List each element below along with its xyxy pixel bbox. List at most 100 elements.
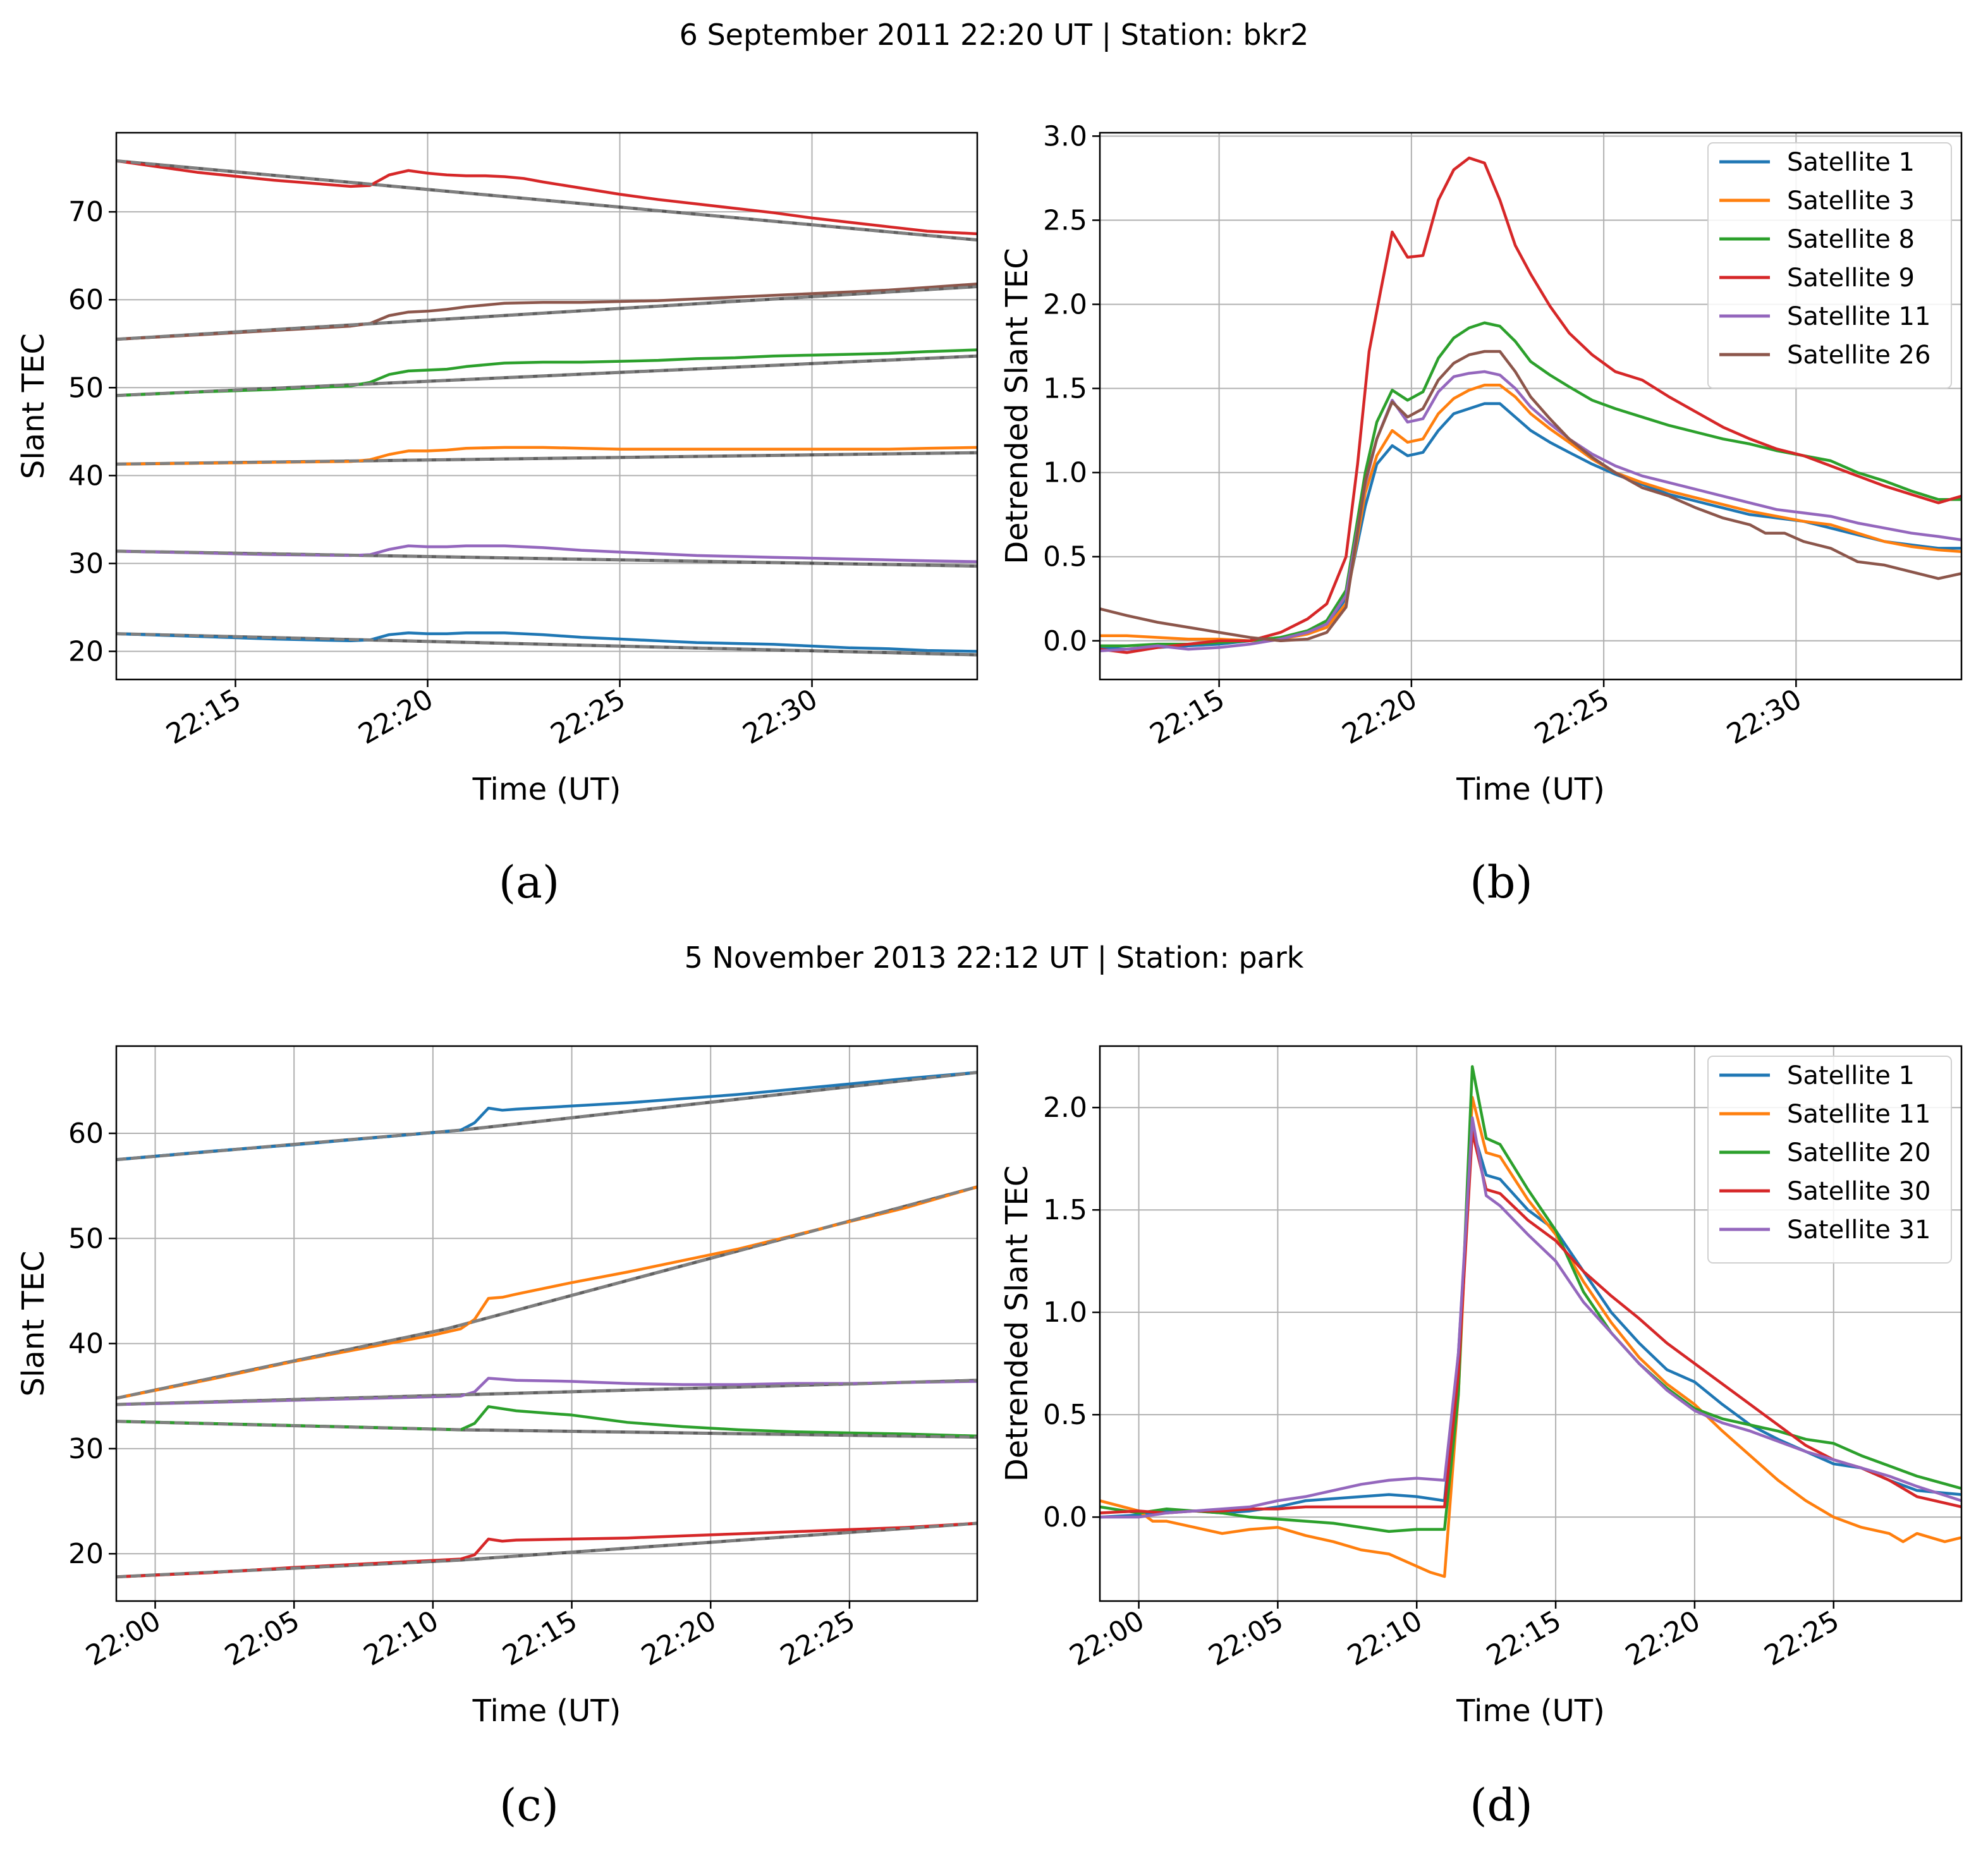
panel-label-a: (a) — [498, 856, 560, 908]
panel-label-c: (c) — [499, 1779, 559, 1831]
x-tick-label: 22:25 — [1759, 1604, 1845, 1672]
x-axis-label: Time (UT) — [1456, 772, 1605, 807]
legend-label: Satellite 8 — [1787, 225, 1915, 254]
plot-frame — [1099, 1045, 1963, 1602]
y-tick-label: 60 — [68, 284, 104, 316]
trend-line-satellite-1 — [116, 1071, 977, 1161]
y-axis-label: Detrended Slant TEC — [999, 1166, 1035, 1482]
series-line-satellite-9 — [1100, 156, 1961, 654]
legend-label: Satellite 11 — [1787, 302, 1930, 331]
x-tick-label: 22:15 — [1481, 1604, 1566, 1672]
plot-frame — [1099, 131, 1963, 681]
series-line-satellite-3 — [1100, 383, 1961, 643]
x-tick-label: 22:05 — [219, 1604, 305, 1672]
x-tick-label: 22:25 — [775, 1604, 860, 1672]
y-tick-label: 0.5 — [1043, 541, 1087, 573]
trend-line-satellite-1 — [116, 632, 977, 657]
legend-label: Satellite 3 — [1787, 186, 1915, 216]
x-axis-label: Time (UT) — [472, 772, 621, 807]
legend-label: Satellite 31 — [1787, 1215, 1930, 1245]
x-tick-label: 22:05 — [1204, 1604, 1289, 1672]
legend-label: Satellite 30 — [1787, 1177, 1930, 1206]
y-tick-label: 40 — [68, 1328, 104, 1360]
y-tick-label: 2.0 — [1043, 288, 1087, 320]
series-line-satellite-11 — [1100, 1095, 1961, 1578]
series-group — [116, 159, 977, 657]
series-line-satellite-26 — [1100, 350, 1961, 643]
x-tick-label: 22:25 — [546, 683, 631, 751]
x-tick-label: 22:15 — [161, 683, 247, 751]
series-group — [1100, 156, 1961, 654]
legend-label: Satellite 20 — [1787, 1138, 1930, 1167]
trend-line-satellite-3 — [116, 451, 977, 466]
trend-line-satellite-30 — [116, 1521, 977, 1579]
series-line-satellite-30 — [1100, 1130, 1961, 1514]
chart-b-group: 22:15 22:20 22:25 22:30 0.0 0.5 1.0 1.5 2.0 2.5 3.… — [999, 120, 1963, 807]
y-tick-label: 70 — [68, 196, 104, 228]
x-tick-label: 22:15 — [497, 1604, 583, 1672]
y-tick-label: 30 — [68, 1433, 104, 1465]
y-tick-label: 2.0 — [1043, 1092, 1087, 1124]
chart-c-group: 22:00 22:05 22:10 22:15 22:20 22:25 20 30 40 50 60… — [16, 1045, 979, 1729]
trend-line-satellite-8 — [116, 354, 977, 398]
x-tick-label: 22:20 — [1337, 683, 1422, 751]
y-tick-label: 0.5 — [1043, 1399, 1087, 1431]
legend-box — [1707, 1056, 1952, 1264]
y-tick-label: 2.5 — [1043, 204, 1087, 236]
y-tick-label: 0.0 — [1043, 625, 1087, 657]
legend-label: Satellite 26 — [1787, 341, 1930, 370]
x-tick-label: 22:25 — [1529, 683, 1614, 751]
top-figure-title: 6 September 2011 22:20 UT | Station: bkr… — [679, 18, 1309, 52]
y-axis-label: Slant TEC — [16, 333, 51, 479]
y-tick-label: 1.0 — [1043, 1296, 1087, 1329]
x-axis-label: Time (UT) — [1456, 1693, 1605, 1729]
chart-d-group: 22:00 22:05 22:10 22:15 22:20 22:25 0.0 0.5 1.0 1… — [999, 1045, 1963, 1729]
x-tick-label: 22:20 — [1620, 1604, 1705, 1672]
plot-frame — [115, 1045, 979, 1602]
series-line-satellite-11 — [1100, 370, 1961, 652]
legend-label: Satellite 1 — [1787, 148, 1915, 177]
y-tick-label: 3.0 — [1043, 120, 1087, 152]
y-tick-label: 1.0 — [1043, 457, 1087, 489]
trend-line-satellite-31 — [116, 1379, 977, 1406]
y-tick-label: 50 — [68, 1222, 104, 1255]
y-tick-label: 0.0 — [1043, 1501, 1087, 1533]
legend-label: Satellite 1 — [1787, 1061, 1915, 1090]
trend-line-satellite-11 — [116, 549, 977, 568]
y-tick-label: 30 — [68, 547, 104, 580]
panel-label-d: (d) — [1470, 1779, 1533, 1831]
y-tick-label: 40 — [68, 460, 104, 492]
trend-line-satellite-26 — [116, 285, 977, 341]
trend-line-satellite-11 — [116, 1185, 977, 1400]
series-line-satellite-20 — [1100, 1065, 1961, 1533]
plot-frame — [115, 131, 979, 681]
bottom-figure-title: 5 November 2013 22:12 UT | Station: park — [684, 941, 1304, 975]
y-tick-label: 20 — [68, 1538, 104, 1570]
legend: Satellite 1 Satellite 11 Satellite 20 Satel… — [1707, 1056, 1952, 1264]
x-tick-label: 22:20 — [636, 1604, 721, 1672]
legend-label: Satellite 11 — [1787, 1100, 1930, 1129]
y-tick-label: 60 — [68, 1118, 104, 1150]
y-axis-label: Slant TEC — [16, 1251, 51, 1397]
trend-line-satellite-20 — [116, 1420, 977, 1439]
trend-underlay-satellite-11 — [116, 1185, 977, 1400]
legend-label: Satellite 9 — [1787, 264, 1915, 293]
x-axis-label: Time (UT) — [472, 1693, 621, 1729]
y-tick-label: 50 — [68, 372, 104, 404]
series-group — [1100, 1065, 1961, 1578]
x-tick-label: 22:15 — [1145, 683, 1230, 751]
y-tick-label: 1.5 — [1043, 1194, 1087, 1226]
trend-line-satellite-9 — [116, 159, 977, 241]
x-tick-label: 22:00 — [1064, 1604, 1150, 1672]
y-tick-label: 1.5 — [1043, 373, 1087, 405]
y-tick-label: 20 — [68, 635, 104, 667]
series-line-satellite-11 — [116, 1185, 977, 1400]
panel-label-b: (b) — [1470, 856, 1533, 908]
series-line-satellite-31 — [1100, 1116, 1961, 1519]
legend: Satellite 1 Satellite 3 Satellite 8 Satelli… — [1707, 142, 1952, 389]
legend-box — [1707, 142, 1952, 389]
x-tick-label: 22:00 — [81, 1604, 166, 1672]
x-tick-label: 22:10 — [1342, 1604, 1427, 1672]
